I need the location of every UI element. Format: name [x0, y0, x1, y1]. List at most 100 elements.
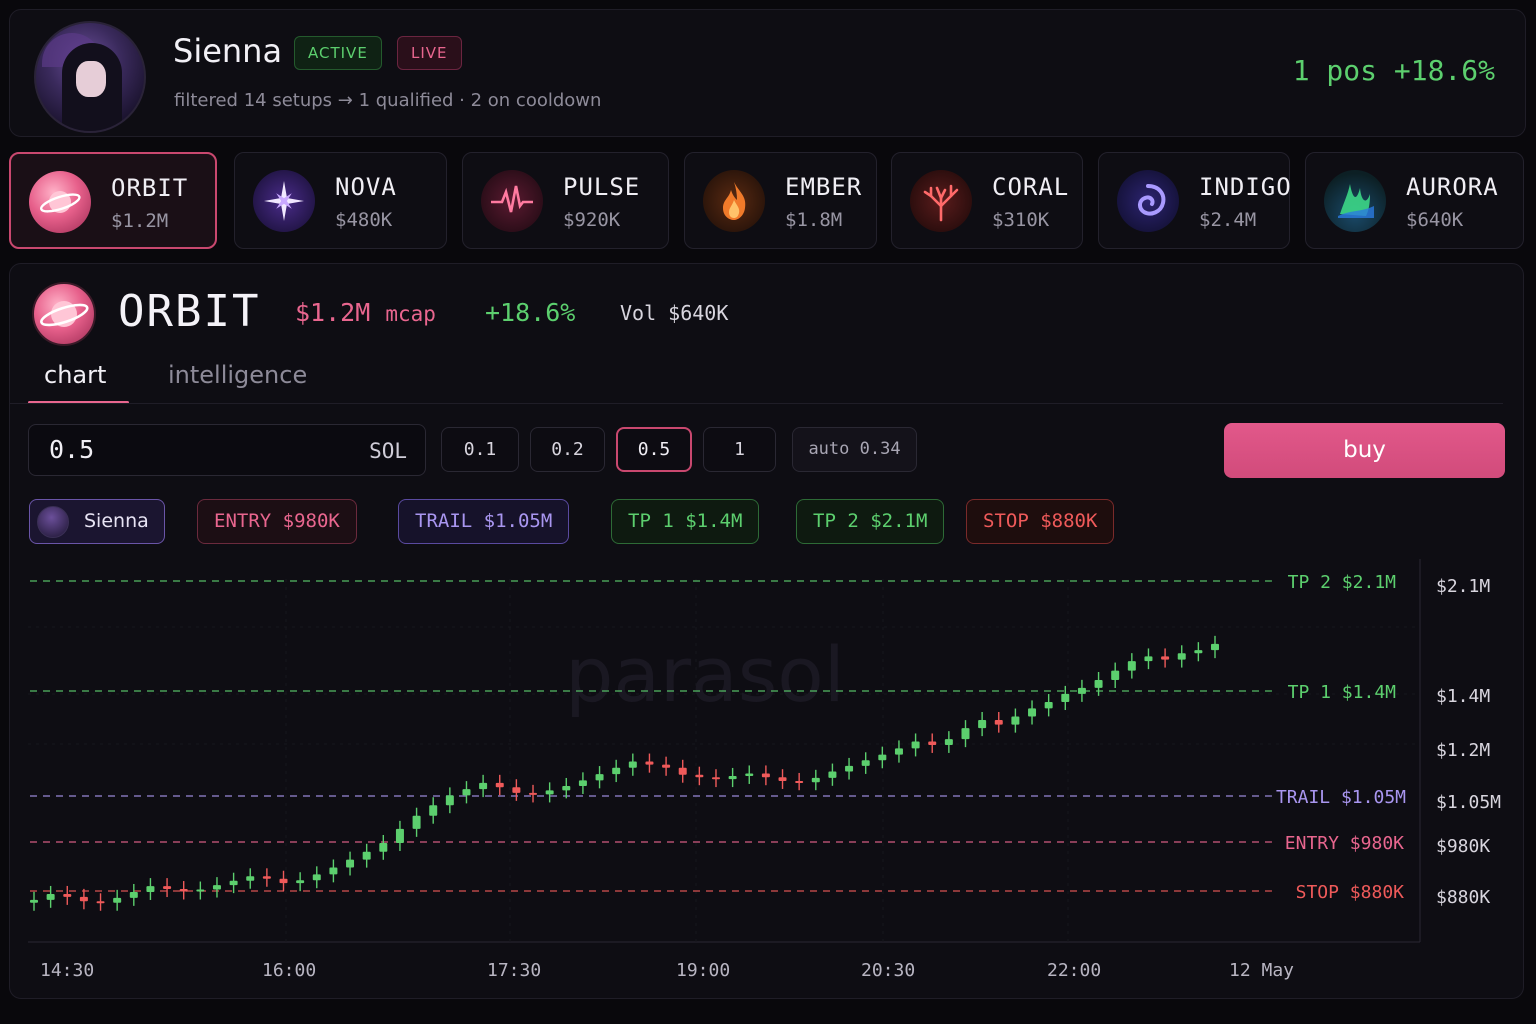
candle-body	[761, 773, 770, 778]
token-mcap: $1.8M	[785, 209, 843, 231]
candle-body	[229, 880, 238, 886]
quick-amount-0.5[interactable]: 0.5	[616, 427, 692, 472]
candle-body	[928, 741, 937, 745]
candle-body	[179, 889, 188, 892]
candle-body	[395, 828, 404, 843]
quick-amount-1[interactable]: 1	[703, 427, 776, 472]
amount-value[interactable]: 0.5	[49, 435, 95, 464]
tp1-level-pill[interactable]: TP 1 $1.4M	[611, 499, 760, 544]
candle-body	[30, 899, 38, 903]
level-label-stop-4: STOP $880K	[1296, 882, 1405, 903]
token-mcap: $920K	[563, 209, 621, 231]
candle-body	[1028, 708, 1037, 717]
x-tick-label: 22:00	[1047, 960, 1101, 981]
stop-level-pill[interactable]: STOP $880K	[966, 499, 1115, 544]
candle-body	[529, 792, 538, 795]
star-icon	[253, 170, 315, 232]
candle-body	[379, 842, 388, 852]
candle-body	[312, 874, 321, 881]
token-card-pulse[interactable]: PULSE $920K	[462, 152, 669, 249]
y-tick-label: $980K	[1436, 836, 1490, 857]
quick-amount-0.2[interactable]: 0.2	[530, 427, 605, 472]
token-card-nova[interactable]: NOVA $480K	[234, 152, 447, 249]
buy-button[interactable]: buy	[1224, 423, 1505, 478]
token-mcap: $2.4M	[1199, 209, 1257, 231]
mcap-label: mcap	[385, 302, 436, 326]
candle-body	[628, 761, 637, 768]
candle-body	[146, 886, 155, 892]
token-card-orbit[interactable]: ORBIT $1.2M	[9, 152, 217, 249]
token-name: PULSE	[563, 173, 641, 201]
candle-body	[562, 785, 571, 791]
price-chart[interactable]: parasol TP 2 $2.1M TP 1 $1.4M TRAIL $1.05M E…	[10, 264, 1525, 1000]
x-tick-label: 14:30	[40, 960, 94, 981]
token-name: NOVA	[335, 173, 397, 201]
level-label-tp-1: TP 1 $1.4M	[1288, 682, 1397, 703]
swirl-icon	[1117, 170, 1179, 232]
x-tick-label: 19:00	[676, 960, 730, 981]
tab-chart[interactable]: chart	[44, 361, 107, 389]
candle-body	[1111, 670, 1120, 680]
trail-level-pill[interactable]: TRAIL $1.05M	[398, 499, 570, 544]
candle-body	[512, 787, 521, 793]
chart-watermark: parasol	[565, 630, 845, 719]
amount-input[interactable]: 0.5 SOL	[28, 424, 426, 476]
header-panel: Sienna ACTIVE LIVE filtered 14 setups → …	[9, 9, 1526, 137]
strategy-owner-pill[interactable]: Sienna	[29, 499, 165, 544]
status-badge-live: LIVE	[397, 36, 462, 70]
token-title: ORBIT	[118, 286, 261, 337]
candle-body	[828, 771, 837, 778]
candle-body	[63, 893, 72, 897]
candle-body	[196, 889, 205, 892]
entry-level-pill[interactable]: ENTRY $980K	[197, 499, 357, 544]
volume-label: Vol	[620, 301, 657, 325]
candle-body	[79, 896, 88, 902]
y-tick-label: $1.05M	[1436, 792, 1501, 813]
auto-amount-button[interactable]: auto 0.34	[792, 427, 917, 472]
user-avatar-mini	[37, 506, 69, 538]
candle-body	[944, 739, 953, 745]
candle-body	[346, 859, 355, 868]
mcap-value: $1.2M	[295, 298, 371, 327]
position-summary: 1 pos +18.6%	[1292, 54, 1495, 87]
volume-stat: Vol $640K	[620, 301, 728, 325]
quick-amount-0.1[interactable]: 0.1	[441, 427, 519, 472]
flame-icon	[703, 170, 765, 232]
token-mcap-stat: $1.2M mcap	[295, 298, 436, 327]
candle-body	[246, 876, 255, 881]
x-tick-label: 17:30	[487, 960, 541, 981]
y-tick-label: $2.1M	[1436, 576, 1490, 597]
candle-body	[578, 780, 587, 786]
token-mcap: $310K	[992, 209, 1050, 231]
candle-body	[1094, 680, 1103, 688]
candle-body	[1177, 653, 1186, 660]
candle-body	[279, 878, 288, 884]
token-card-ember[interactable]: EMBER $1.8M	[684, 152, 877, 249]
owner-name: Sienna	[84, 510, 149, 532]
planet-icon	[32, 282, 96, 346]
user-name: Sienna	[173, 32, 283, 70]
level-label-trail-2: TRAIL $1.05M	[1276, 787, 1406, 808]
tab-intelligence[interactable]: intelligence	[168, 361, 308, 389]
coral-icon	[910, 170, 972, 232]
candle-body	[1011, 716, 1020, 725]
tp2-level-pill[interactable]: TP 2 $2.1M	[796, 499, 945, 544]
candle-body	[695, 774, 704, 778]
candle-body	[595, 774, 604, 781]
status-badge-active: ACTIVE	[294, 36, 382, 70]
candle-body	[811, 777, 820, 783]
candle-body	[994, 720, 1003, 725]
user-avatar[interactable]	[34, 21, 146, 133]
candle-body	[46, 893, 55, 900]
candle-body	[894, 748, 903, 755]
candle-body	[711, 777, 720, 780]
candle-body	[129, 891, 138, 898]
candle-body	[113, 897, 122, 903]
x-tick-label: 12 May	[1229, 960, 1294, 981]
token-card-aurora[interactable]: AURORA $640K	[1305, 152, 1524, 249]
token-card-coral[interactable]: CORAL $310K	[891, 152, 1083, 249]
planet-icon	[29, 171, 91, 233]
candle-body	[961, 728, 970, 740]
y-tick-label: $1.2M	[1436, 740, 1490, 761]
token-card-indigo[interactable]: INDIGO $2.4M	[1098, 152, 1291, 249]
